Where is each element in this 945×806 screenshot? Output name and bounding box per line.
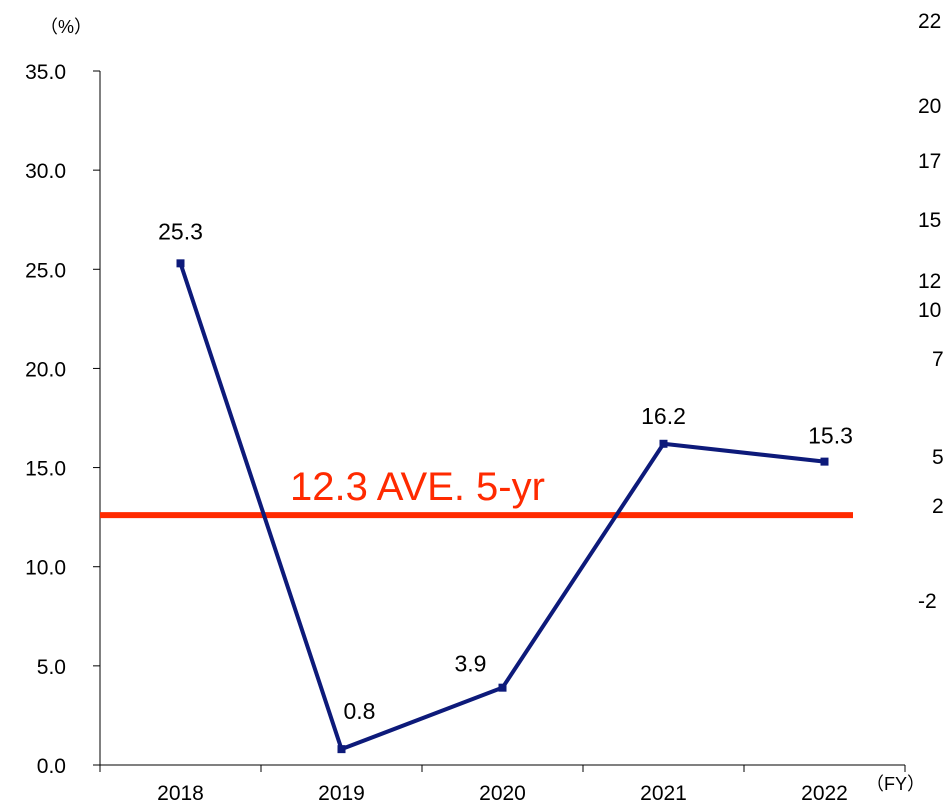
cropped-label: 17	[918, 150, 941, 173]
y-tick-label: 20.0	[25, 358, 66, 381]
data-point-marker	[820, 457, 829, 466]
average-reference-label: 12.3 AVE. 5-yr	[290, 465, 545, 509]
cropped-label: 10	[918, 299, 941, 322]
y-tick-label: 15.0	[25, 458, 66, 481]
y-tick-label: 30.0	[25, 160, 66, 183]
y-tick-label: 35.0	[25, 61, 66, 84]
data-labels: 25.3 0.8 3.9 16.2 15.3	[158, 218, 853, 724]
data-label: 25.3	[158, 218, 203, 244]
series-markers	[176, 259, 829, 754]
data-point-marker	[498, 683, 507, 692]
data-label: 0.8	[344, 698, 376, 724]
cropped-label: -2	[918, 590, 937, 613]
cropped-label: 20	[918, 95, 941, 118]
data-label: 16.2	[641, 403, 686, 429]
data-label: 3.9	[455, 651, 487, 677]
x-unit-label: （FY）	[866, 774, 925, 794]
cropped-label: 15	[918, 209, 941, 232]
y-tick-label: 0.0	[37, 755, 66, 778]
y-unit-label: （%）	[40, 17, 92, 37]
y-tick-label: 25.0	[25, 259, 66, 282]
x-tick-label: 2022	[801, 782, 848, 805]
cropped-label: 2	[932, 495, 944, 518]
x-tick-label: 2020	[479, 782, 526, 805]
y-axis-ticks: 0.0 5.0 10.0 15.0 20.0 25.0 30.0 35.0	[25, 61, 100, 778]
x-tick-label: 2021	[640, 782, 687, 805]
x-axis-ticks: 2018 2019 2020 2021 2022	[99, 765, 906, 805]
data-label: 15.3	[808, 423, 853, 449]
x-tick-label: 2019	[318, 782, 365, 805]
data-point-marker	[337, 745, 346, 754]
y-tick-label: 5.0	[37, 656, 66, 679]
cropped-label: 22	[918, 10, 941, 33]
data-point-marker	[659, 439, 668, 448]
cropped-label: 7	[932, 348, 944, 371]
cropped-label: 12	[918, 270, 941, 293]
y-tick-label: 10.0	[25, 557, 66, 580]
x-tick-label: 2018	[157, 782, 204, 805]
cropped-adjacent-chart-labels: 22 20 17 15 12 10 7 5 2 -2	[918, 10, 944, 613]
cropped-label: 5	[932, 446, 944, 469]
data-point-marker	[176, 259, 185, 268]
